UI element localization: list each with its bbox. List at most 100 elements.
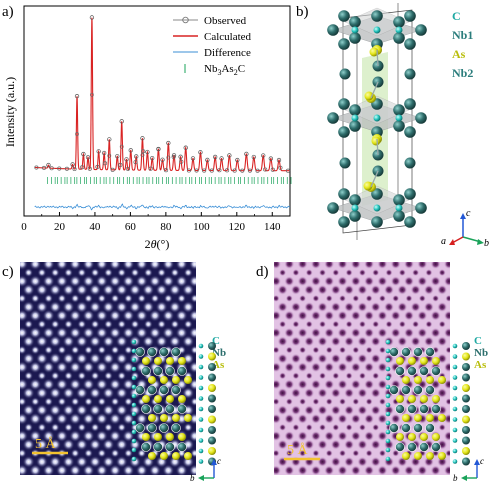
stem-spot [29, 309, 42, 322]
svg-text:a: a [441, 236, 446, 247]
c-atom [131, 384, 137, 390]
observed-peak-point [134, 154, 139, 159]
abf-spot [290, 405, 302, 416]
nb-atom [407, 366, 417, 376]
nb-atom [159, 347, 169, 357]
stem-spot [20, 378, 28, 391]
abf-spot [304, 439, 315, 450]
abf-spot [337, 276, 348, 287]
legend-d-c: C [474, 335, 482, 347]
c-atom [131, 375, 137, 381]
c-atom [452, 448, 458, 454]
abf-spot [325, 397, 333, 406]
stem-spot [109, 326, 122, 339]
stem-spot [35, 455, 48, 468]
stem-spot [77, 268, 87, 278]
abf-spot [357, 301, 368, 313]
stem-spot [188, 464, 196, 475]
bragg-reflections-series [47, 177, 292, 184]
abf-spot [330, 284, 341, 295]
stem-spot [95, 412, 108, 425]
as-atom [178, 395, 186, 403]
stem-spot [188, 361, 196, 374]
nb-atom [407, 404, 417, 414]
svg-text:c: c [466, 208, 471, 219]
stem-spot [95, 378, 108, 391]
abf-spot [445, 397, 450, 406]
abf-spot [290, 301, 302, 313]
abf-spot [417, 310, 428, 321]
bond [370, 170, 379, 188]
abf-spot [338, 294, 347, 303]
stem-spot [175, 464, 188, 475]
as-atom [364, 91, 374, 101]
abf-spot [345, 372, 353, 380]
stem-spot [122, 275, 135, 288]
stem-spot [190, 397, 196, 407]
stem-spot [143, 319, 153, 329]
side-atom [462, 426, 470, 434]
stem-spot [29, 412, 42, 425]
abf-spot [437, 387, 448, 399]
stem-spot [42, 262, 55, 270]
side-atom [462, 394, 470, 403]
stem-spot [129, 283, 141, 296]
abf-spot [430, 465, 441, 475]
nb-atom [404, 157, 416, 169]
side-atom [462, 342, 470, 350]
side-atom [462, 447, 470, 455]
svg-text:b: b [484, 238, 489, 249]
nb-atom [165, 442, 175, 452]
nb-atom [425, 423, 435, 433]
bond [376, 138, 379, 156]
as-atom [396, 395, 404, 403]
abf-spot [284, 362, 295, 373]
abf-spot [298, 294, 307, 303]
observed-peak-point [205, 157, 210, 163]
observed-point [75, 132, 79, 136]
stem-spot [97, 345, 107, 355]
as-atom [142, 357, 150, 365]
as-atom [420, 395, 428, 403]
observed-peak-point [140, 136, 145, 141]
abf-spot [290, 387, 302, 399]
stem-spot [102, 387, 115, 399]
stem-spot [22, 455, 35, 468]
stem-spot [29, 262, 42, 270]
c-atom [131, 447, 137, 453]
nb-atom [413, 385, 423, 395]
abf-spot [332, 475, 339, 482]
nb-atom [147, 423, 157, 433]
observed-point [64, 166, 69, 171]
abf-spot [358, 268, 367, 277]
c-atom [131, 402, 137, 408]
stem-spot [22, 352, 35, 365]
abf-spot [298, 449, 307, 457]
c-atom [452, 459, 458, 464]
observed-peak-point [261, 153, 266, 158]
stem-spot [77, 319, 87, 329]
abf-spot [385, 475, 392, 482]
abf-spot [343, 353, 355, 364]
observed-point [202, 168, 207, 173]
stem-spot [57, 293, 67, 303]
stem-spot [84, 345, 93, 355]
observed-peak-point [107, 137, 112, 142]
calculated-series [34, 17, 290, 172]
legend-nb2: Nb2 [452, 66, 473, 80]
as-atom [154, 357, 162, 365]
stem-spot [103, 268, 113, 278]
abf-spot [274, 362, 282, 373]
stem-spot [50, 422, 60, 432]
stem-spot [115, 352, 128, 365]
abf-spot [312, 346, 320, 354]
abf-spot [292, 423, 300, 432]
abf-spot [312, 397, 320, 406]
observed-peak-point [160, 157, 165, 162]
c-atom [452, 417, 458, 422]
stem-spot [22, 283, 35, 296]
observed-peak-point [81, 151, 86, 157]
abf-spot [277, 439, 288, 450]
stem-spot [149, 275, 161, 288]
stem-spot [20, 430, 28, 442]
